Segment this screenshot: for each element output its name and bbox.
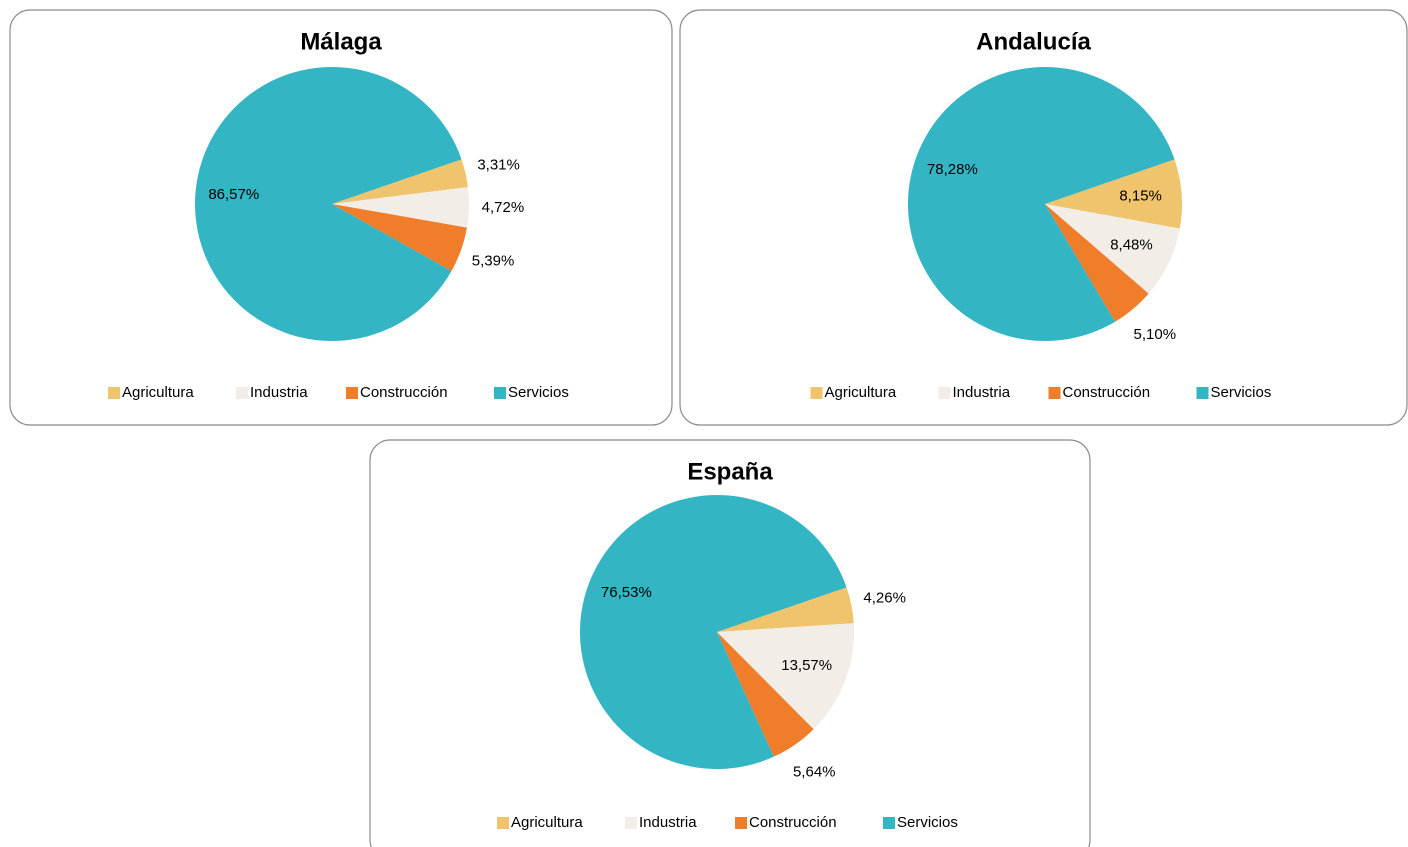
data-label: 3,31% [477,156,520,173]
data-label: 5,64% [793,764,836,781]
data-label: 86,57% [208,186,259,203]
legend-label: Servicios [1211,384,1272,401]
pie-slice [717,623,854,730]
legend-swatch [625,817,637,829]
data-label: 8,15% [1119,188,1162,205]
legend-label: Agricultura [511,814,583,831]
pie-slice [1045,159,1182,229]
data-label: 4,26% [863,589,906,606]
legend-swatch [1048,387,1061,399]
legend-label: Agricultura [825,384,897,401]
legend-label: Servicios [897,814,958,831]
pie-slice [332,187,470,228]
legend-swatch [494,387,506,399]
legend-swatch [883,817,895,829]
data-label: 5,39% [472,252,515,269]
legend-swatch [938,387,951,399]
chart-title: Málaga [300,28,382,55]
pie-slice [1045,204,1180,294]
data-label: 13,57% [781,657,832,674]
data-label: 4,72% [482,199,525,216]
legend-label: Industria [250,384,308,401]
data-label: 8,48% [1110,236,1153,253]
legend-swatch [497,817,509,829]
legend-swatch [810,387,823,399]
legend-label: Construcción [1063,384,1151,401]
pie-slice [332,159,468,204]
pie-slice [579,494,847,769]
pie-slice [717,632,814,757]
legend-label: Industria [953,384,1011,401]
legend-label: Construcción [360,384,448,401]
pie-slice [717,587,854,632]
data-label: 5,10% [1134,326,1177,343]
data-label: 76,53% [601,584,652,601]
chart-title: España [687,458,773,485]
pie-slice [1045,204,1149,322]
legend-label: Construcción [749,814,837,831]
legend-swatch [346,387,358,399]
legend-label: Industria [639,814,697,831]
legend-swatch [108,387,120,399]
legend-swatch [735,817,747,829]
pie-slice [195,67,462,342]
legend-swatch [236,387,248,399]
legend-label: Agricultura [122,384,194,401]
chart-title: Andalucía [976,28,1091,55]
legend-label: Servicios [508,384,569,401]
pie-slice [332,204,467,272]
legend-swatch [1196,387,1209,399]
data-label: 78,28% [927,161,978,178]
pie-slice [908,67,1175,342]
